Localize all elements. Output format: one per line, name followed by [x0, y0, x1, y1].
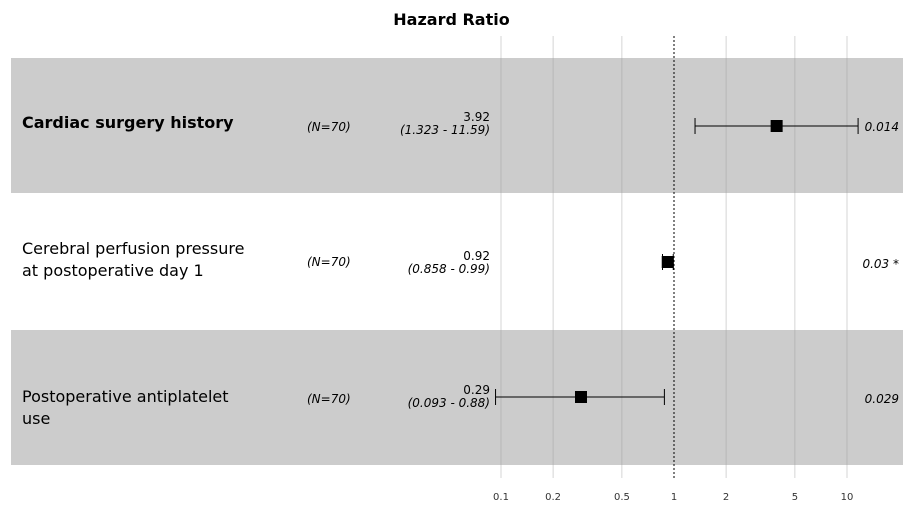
hazard-ratio-value: 0.92 [463, 249, 490, 263]
chart-title: Hazard Ratio [393, 10, 510, 29]
p-value: 0.014 [864, 120, 899, 134]
row-band-3 [11, 330, 903, 465]
hazard-ratio-value: 3.92 [463, 110, 490, 124]
row-label-cardiac-surgery: Cardiac surgery history [22, 113, 234, 132]
x-tick-label: 0.1 [493, 492, 509, 503]
point-estimate [661, 256, 674, 268]
row-n-label: (N=70) [307, 392, 351, 406]
x-tick-label: 5 [792, 492, 798, 503]
x-tick-label: 0.2 [545, 492, 561, 503]
x-tick-label: 1 [671, 492, 677, 503]
hazard-ratio-value: 0.29 [463, 383, 490, 397]
point-estimate [770, 120, 783, 132]
row-estimate: 0.92 (0.858 - 0.99) [350, 250, 490, 276]
x-tick-label: 2 [723, 492, 729, 503]
row-estimate: 0.29 (0.093 - 0.88) [350, 384, 490, 410]
row-label-cerebral-perfusion: Cerebral perfusion pressure at postopera… [22, 239, 245, 280]
confidence-interval: (0.858 - 0.99) [407, 262, 490, 276]
confidence-interval: (0.093 - 0.88) [407, 396, 490, 410]
x-tick-label: 10 [841, 492, 854, 503]
point-estimate [574, 391, 587, 403]
row-label-antiplatelet: Postoperative antiplatelet use [22, 387, 229, 428]
x-tick-label: 0.5 [614, 492, 630, 503]
row-n-label: (N=70) [307, 120, 351, 134]
p-value: 0.029 [864, 392, 899, 406]
confidence-interval: (1.323 - 11.59) [399, 123, 490, 137]
row-estimate: 3.92 (1.323 - 11.59) [350, 111, 490, 137]
significance-star: * [893, 257, 899, 271]
row-n-label: (N=70) [307, 255, 351, 269]
p-value: 0.03 * [862, 257, 899, 271]
